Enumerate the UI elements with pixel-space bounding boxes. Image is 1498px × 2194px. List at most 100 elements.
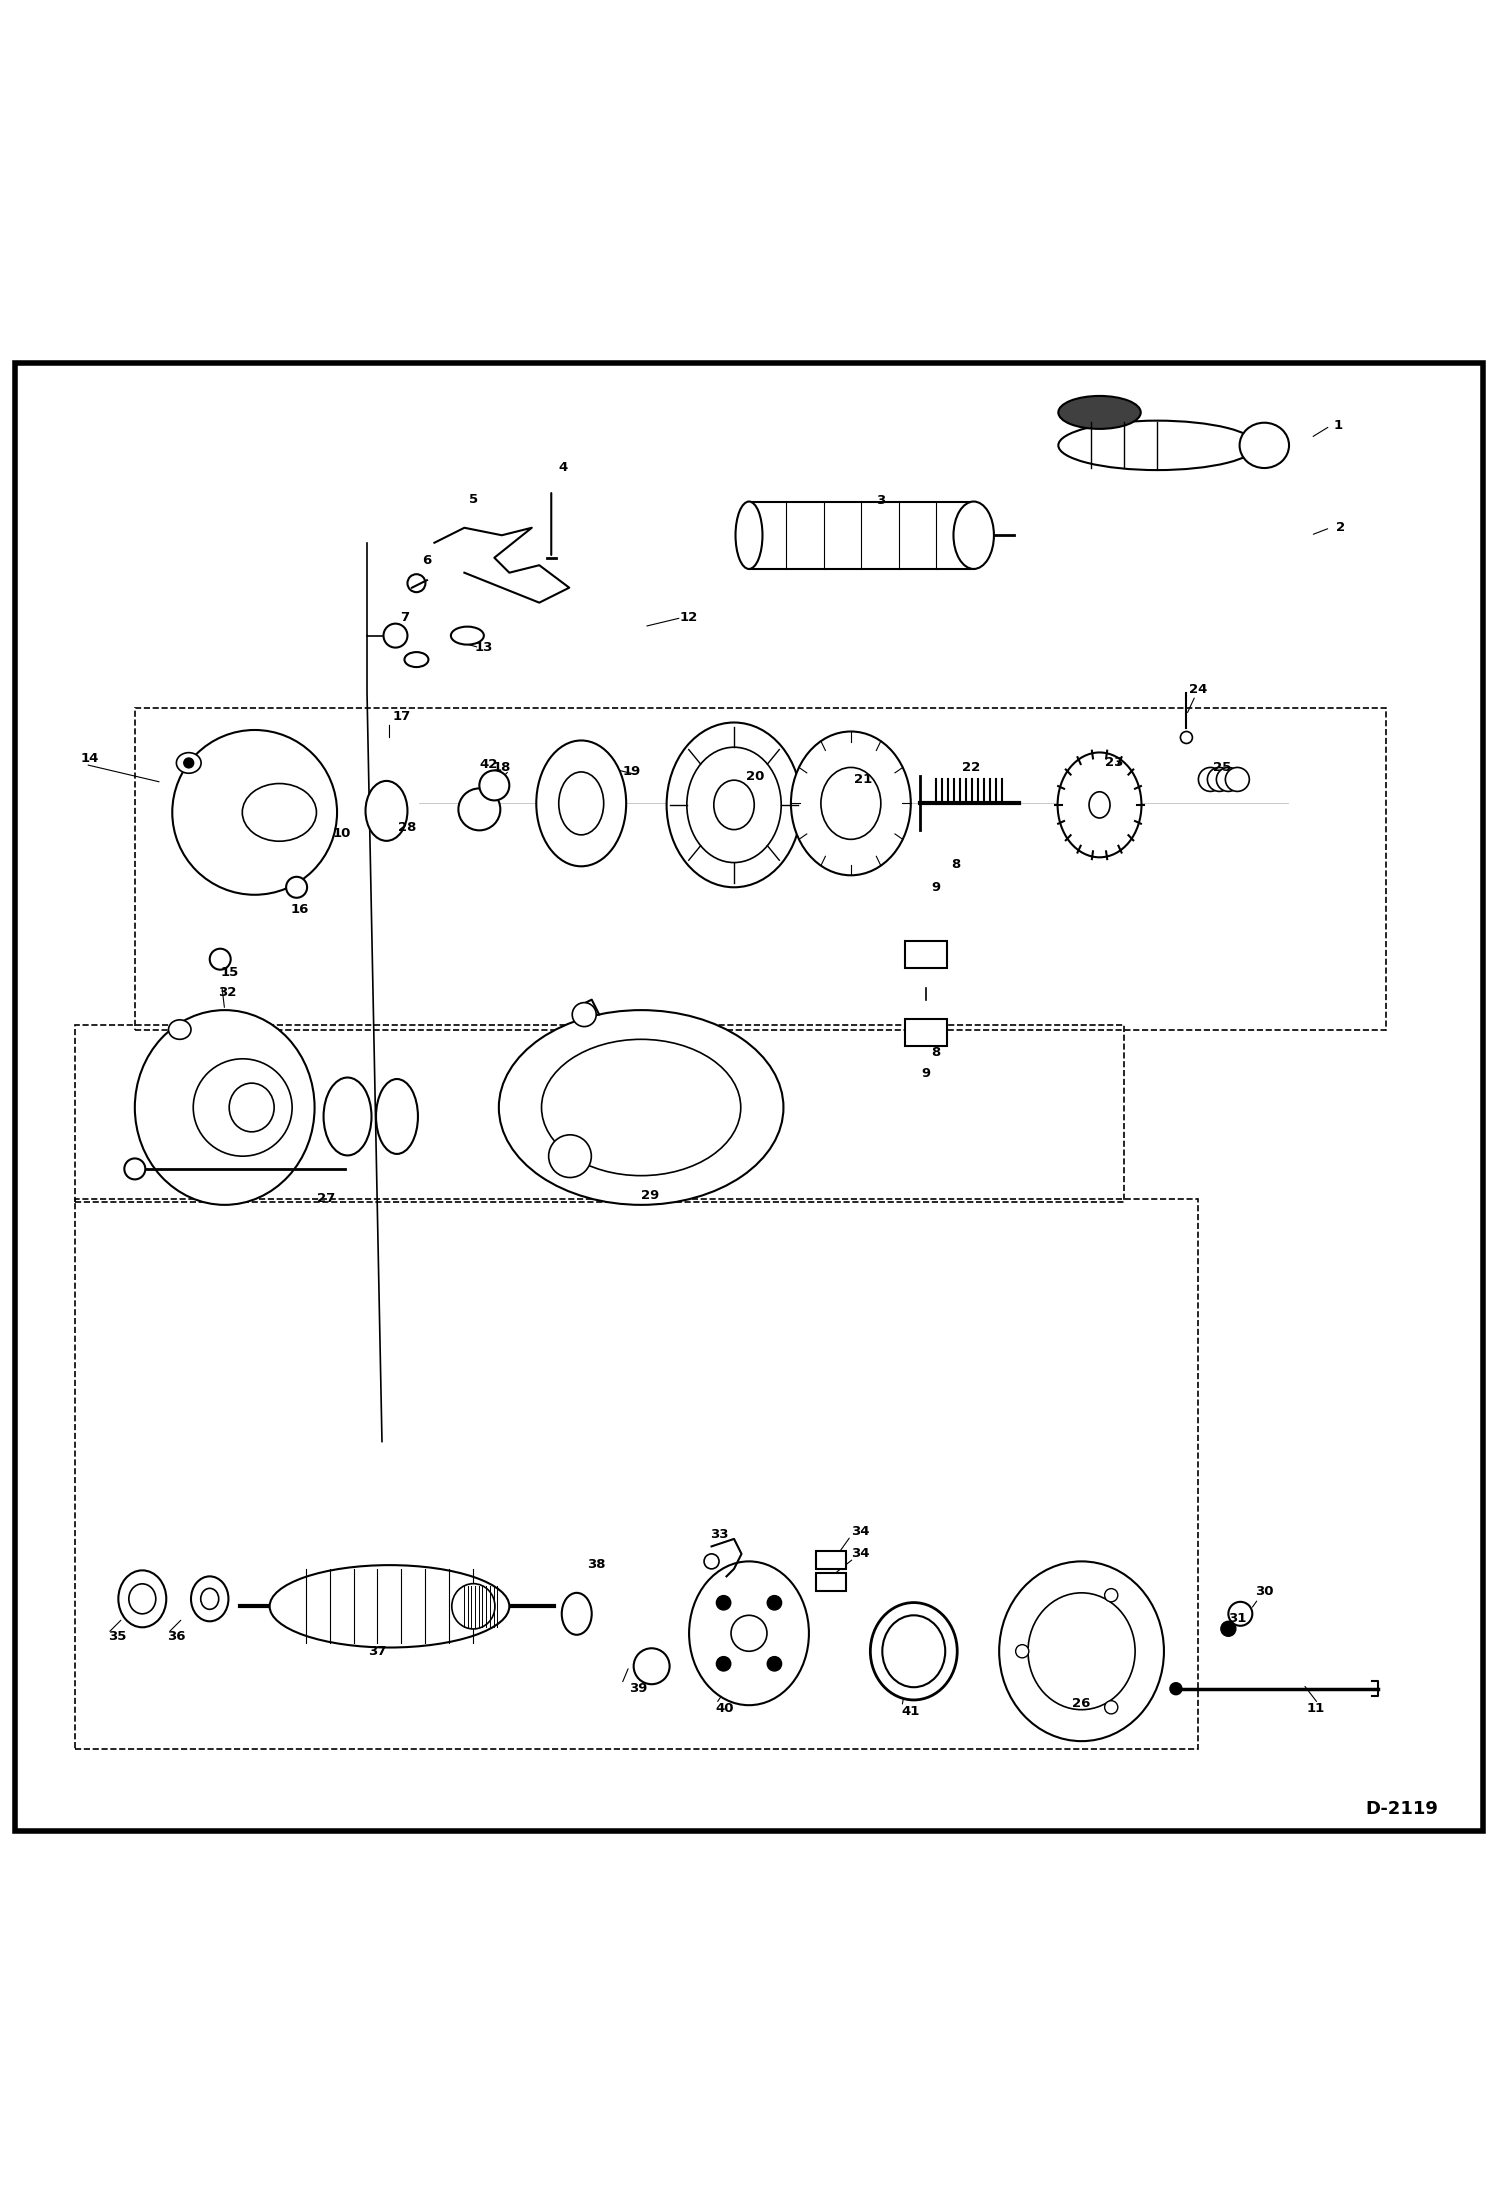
Text: 24: 24 <box>1189 682 1207 695</box>
Circle shape <box>184 757 193 768</box>
Bar <box>905 1018 947 1047</box>
Circle shape <box>572 1003 596 1027</box>
Ellipse shape <box>999 1562 1164 1742</box>
Ellipse shape <box>201 1588 219 1610</box>
Ellipse shape <box>1058 395 1140 428</box>
Circle shape <box>458 788 500 829</box>
Ellipse shape <box>452 1584 494 1628</box>
Ellipse shape <box>882 1615 945 1687</box>
Ellipse shape <box>404 652 428 667</box>
Circle shape <box>1016 1646 1029 1659</box>
Text: 13: 13 <box>475 641 493 654</box>
Text: 40: 40 <box>716 1703 734 1716</box>
Ellipse shape <box>451 627 484 645</box>
Text: D-2119: D-2119 <box>1365 1799 1438 1817</box>
Bar <box>749 502 974 568</box>
Text: 30: 30 <box>1255 1584 1273 1597</box>
Bar <box>816 1573 846 1591</box>
Ellipse shape <box>270 1564 509 1648</box>
Text: 18: 18 <box>493 761 511 774</box>
Ellipse shape <box>129 1584 156 1615</box>
Text: 26: 26 <box>1073 1698 1091 1709</box>
Ellipse shape <box>192 1575 228 1621</box>
Ellipse shape <box>736 502 762 568</box>
Text: 25: 25 <box>1213 761 1231 774</box>
Text: 17: 17 <box>392 711 410 724</box>
Ellipse shape <box>713 781 753 829</box>
Text: 15: 15 <box>220 965 238 979</box>
Circle shape <box>704 1553 719 1569</box>
Circle shape <box>767 1656 782 1672</box>
Ellipse shape <box>193 1060 292 1156</box>
Text: 32: 32 <box>219 985 237 998</box>
Circle shape <box>1104 1588 1118 1602</box>
Ellipse shape <box>324 1077 372 1156</box>
Ellipse shape <box>689 1562 809 1705</box>
Text: 8: 8 <box>951 858 960 871</box>
Text: 39: 39 <box>629 1683 647 1696</box>
Text: 42: 42 <box>479 757 497 770</box>
Circle shape <box>767 1595 782 1610</box>
Circle shape <box>1104 1700 1118 1714</box>
Text: 41: 41 <box>902 1705 920 1718</box>
Text: 3: 3 <box>876 494 885 507</box>
Ellipse shape <box>1089 792 1110 818</box>
Ellipse shape <box>118 1571 166 1628</box>
Ellipse shape <box>542 1040 740 1176</box>
Ellipse shape <box>686 748 782 862</box>
Bar <box>75 1198 1198 1749</box>
Circle shape <box>1221 1621 1236 1637</box>
Circle shape <box>383 623 407 647</box>
Text: 35: 35 <box>108 1630 126 1643</box>
Circle shape <box>716 1595 731 1610</box>
Text: 29: 29 <box>641 1189 659 1202</box>
Text: 12: 12 <box>680 612 698 623</box>
Circle shape <box>1198 768 1222 792</box>
Ellipse shape <box>791 731 911 875</box>
Bar <box>135 706 1386 1029</box>
Text: 34: 34 <box>851 1547 869 1560</box>
Text: 11: 11 <box>1306 1703 1324 1716</box>
Ellipse shape <box>168 1020 192 1040</box>
Circle shape <box>1170 1683 1182 1694</box>
Text: 27: 27 <box>318 1191 336 1205</box>
Ellipse shape <box>667 722 801 886</box>
Text: 9: 9 <box>921 1066 930 1079</box>
Circle shape <box>210 948 231 970</box>
Circle shape <box>1180 731 1192 744</box>
Text: 19: 19 <box>623 766 641 779</box>
Text: 16: 16 <box>291 904 309 917</box>
Circle shape <box>1225 768 1249 792</box>
Circle shape <box>731 1615 767 1652</box>
Circle shape <box>548 1134 592 1178</box>
Ellipse shape <box>1058 753 1141 858</box>
Ellipse shape <box>135 1009 315 1205</box>
Bar <box>905 941 947 968</box>
Text: 2: 2 <box>1336 522 1345 535</box>
Text: 20: 20 <box>746 770 764 783</box>
Ellipse shape <box>953 502 993 568</box>
Ellipse shape <box>499 1009 783 1205</box>
Circle shape <box>1228 1602 1252 1626</box>
Text: 38: 38 <box>587 1558 605 1571</box>
Ellipse shape <box>243 783 316 840</box>
Text: 9: 9 <box>932 880 941 893</box>
Ellipse shape <box>1240 423 1290 467</box>
Ellipse shape <box>536 742 626 867</box>
Circle shape <box>286 878 307 897</box>
Circle shape <box>1207 768 1231 792</box>
Text: 5: 5 <box>469 494 478 507</box>
Text: 8: 8 <box>932 1047 941 1058</box>
Ellipse shape <box>1059 421 1255 470</box>
Bar <box>816 1551 846 1569</box>
Text: 28: 28 <box>398 821 416 834</box>
Circle shape <box>124 1158 145 1180</box>
Bar <box>75 1025 1124 1202</box>
Text: 10: 10 <box>333 827 351 840</box>
Ellipse shape <box>172 731 337 895</box>
Circle shape <box>1216 768 1240 792</box>
Ellipse shape <box>821 768 881 840</box>
Text: 36: 36 <box>168 1630 186 1643</box>
Ellipse shape <box>559 772 604 836</box>
Text: 34: 34 <box>851 1525 869 1538</box>
